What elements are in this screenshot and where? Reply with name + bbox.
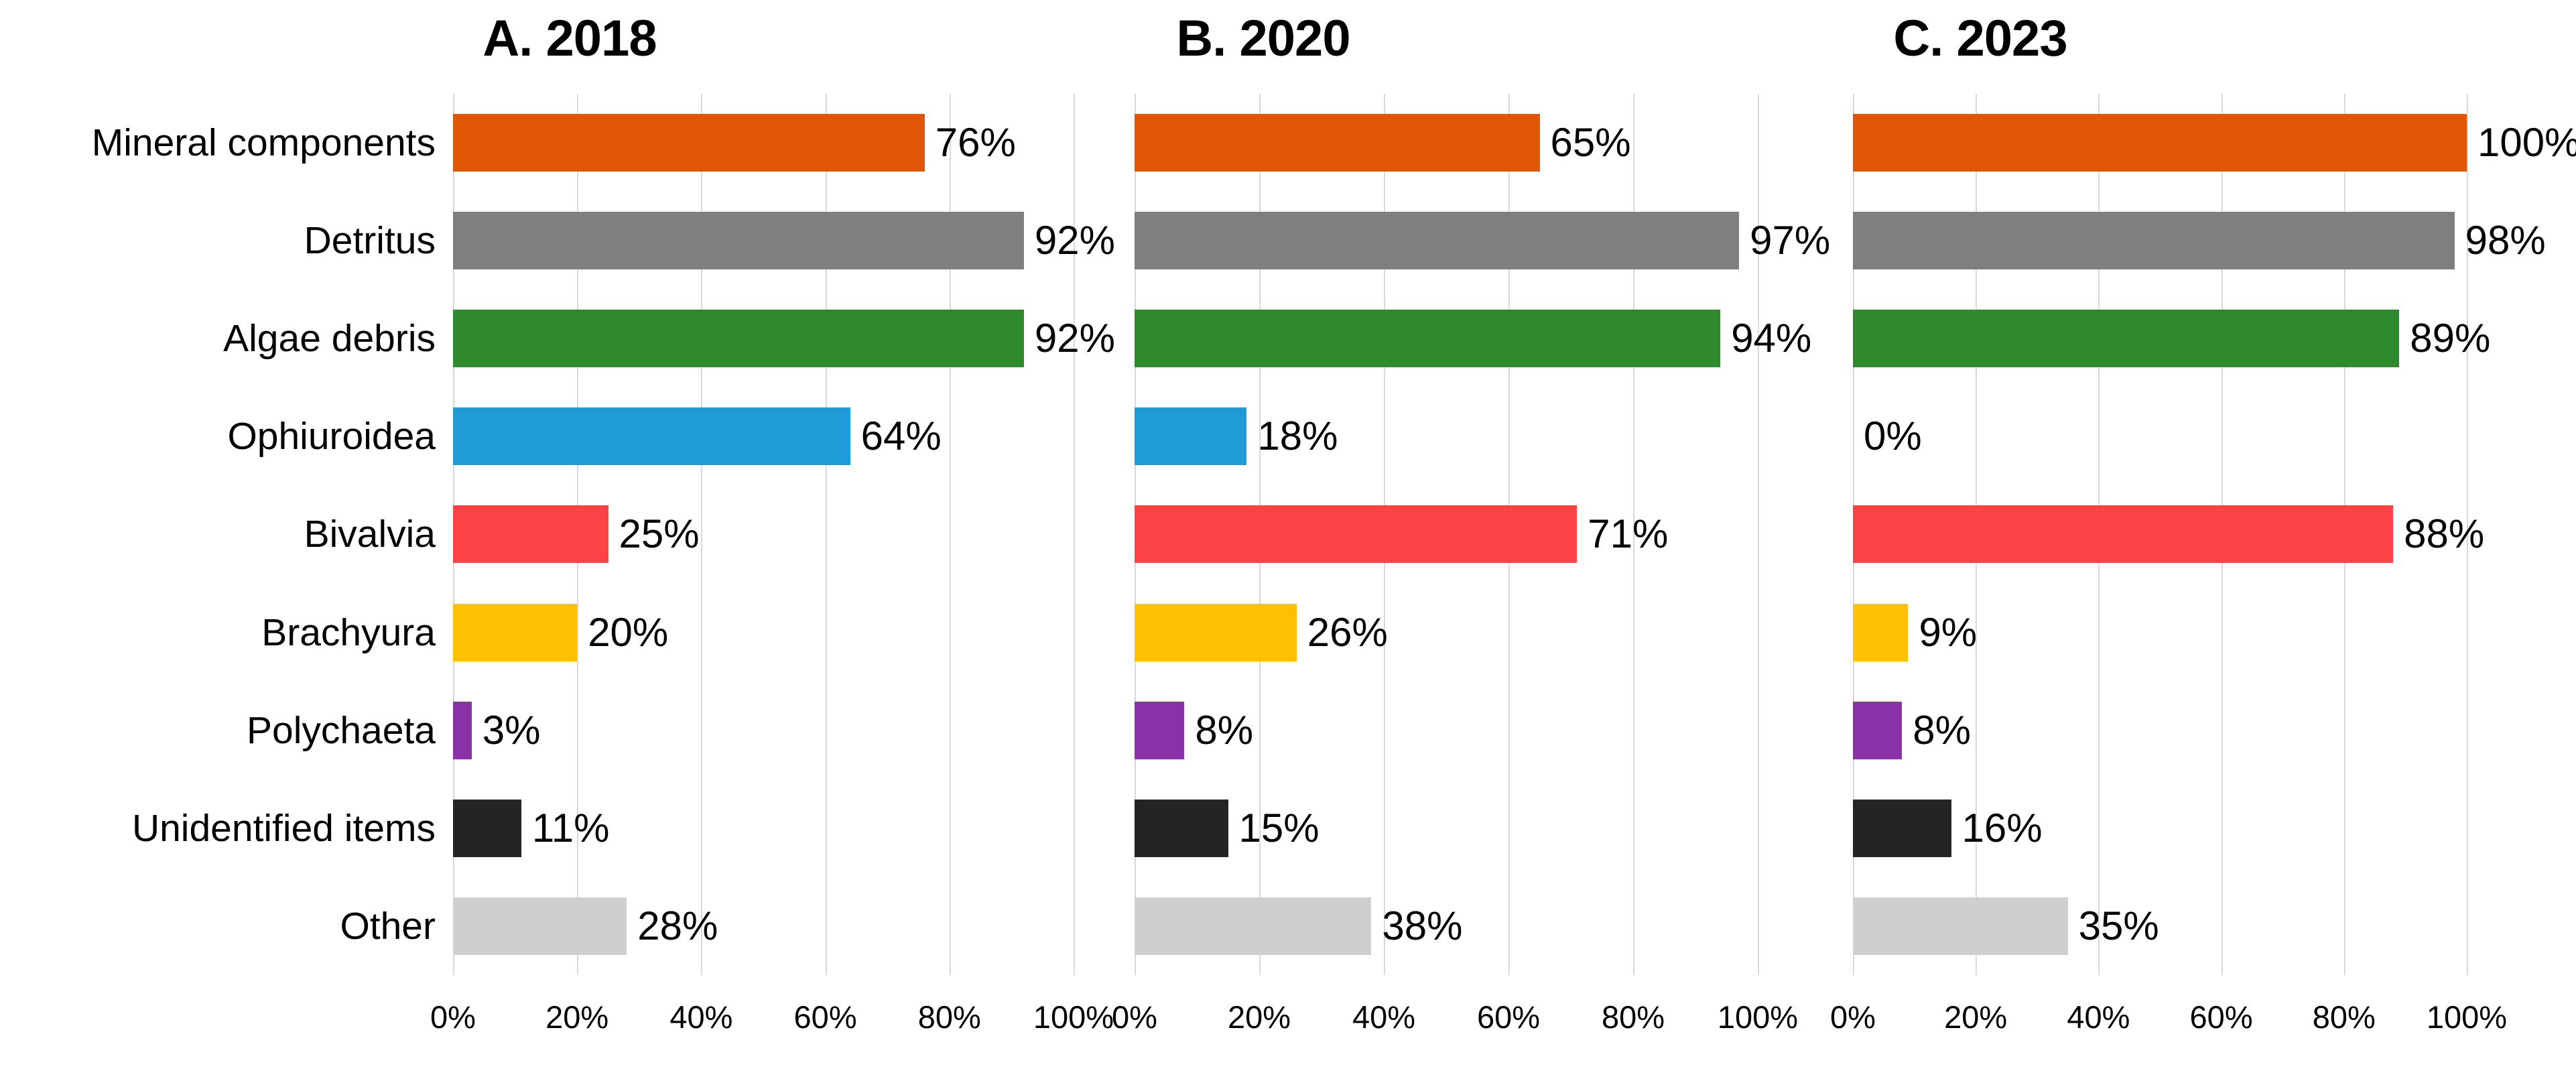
panel-c-2023: 0% 20% 40% 60% 80% 100% 100% 98% 89% 0% 88% 9% 8% 16%… <box>1830 94 2576 1035</box>
value-label: 15% <box>1238 805 1319 850</box>
value-label: 92% <box>1034 316 1115 361</box>
category-label: Mineral components <box>91 121 436 164</box>
x-axis-tick-label: 20% <box>545 999 609 1035</box>
x-axis-tick-label: 100% <box>2426 999 2508 1035</box>
bar-ophiuroidea <box>1135 407 1247 466</box>
bar-detritus <box>1135 212 1740 270</box>
category-label: Polychaeta <box>246 708 436 752</box>
value-label: 92% <box>1034 218 1115 263</box>
value-label: 28% <box>637 903 718 948</box>
bar-unidentified-items <box>1135 799 1228 857</box>
value-label: 20% <box>588 609 669 655</box>
bar-detritus <box>453 212 1024 270</box>
value-label: 65% <box>1550 120 1631 165</box>
panel-title-2018: A. 2018 <box>482 10 657 67</box>
bar-other <box>453 897 627 955</box>
category-label: Detritus <box>304 219 436 263</box>
x-axis-tick-label: 40% <box>2067 999 2130 1035</box>
gridline <box>1074 94 1075 975</box>
value-label: 71% <box>1588 511 1669 557</box>
value-label: 88% <box>2404 511 2485 557</box>
x-axis-tick-label: 60% <box>793 999 857 1035</box>
value-label: 8% <box>1913 707 1971 753</box>
x-axis-tick-label: 60% <box>2189 999 2253 1035</box>
panel-title-2023: C. 2023 <box>1893 10 2067 67</box>
gridline <box>701 94 703 975</box>
value-label: 35% <box>2078 903 2159 948</box>
value-label: 38% <box>1382 903 1463 948</box>
bar-ophiuroidea <box>453 407 850 466</box>
bar-unidentified-items <box>453 799 521 857</box>
value-label: 64% <box>860 413 942 459</box>
value-label: 0% <box>1864 413 1922 459</box>
x-axis-tick-label: 0% <box>1112 999 1157 1035</box>
x-axis-tick-label: 100% <box>1717 999 1799 1035</box>
bar-polychaeta <box>1853 701 1903 759</box>
bar-polychaeta <box>453 701 472 759</box>
category-label: Ophiuroidea <box>227 415 436 458</box>
category-label: Unidentified items <box>131 806 436 850</box>
bar-brachyura <box>453 603 578 661</box>
value-label: 76% <box>935 120 1016 165</box>
bar-bivalvia <box>1135 505 1577 564</box>
bar-other <box>1135 897 1372 955</box>
bar-algae-debris <box>1135 310 1721 368</box>
panel-a-2018: 0% 20% 40% 60% 80% 100% 76% 92% 92% 64% 25% 20% 3% 11… <box>430 94 1115 1035</box>
value-label: 97% <box>1750 218 1831 263</box>
bar-unidentified-items <box>1853 799 1951 857</box>
value-label: 100% <box>2477 120 2576 165</box>
x-axis-tick-label: 0% <box>1830 999 1876 1035</box>
x-axis-tick-label: 100% <box>1033 999 1114 1035</box>
value-label: 9% <box>1919 609 1978 655</box>
bar-bivalvia <box>453 505 608 564</box>
x-axis-tick-label: 20% <box>1227 999 1291 1035</box>
bar-mineral-components <box>453 114 925 172</box>
value-label: 26% <box>1307 609 1388 655</box>
x-axis-tick-label: 80% <box>917 999 981 1035</box>
value-label: 8% <box>1195 707 1254 753</box>
value-label: 11% <box>531 805 610 850</box>
bar-brachyura <box>1135 603 1297 661</box>
x-axis-tick-label: 60% <box>1476 999 1541 1035</box>
bar-mineral-components <box>1853 114 2467 172</box>
value-label: 94% <box>1731 316 1812 361</box>
x-axis-tick-label: 40% <box>669 999 733 1035</box>
gridline <box>1758 94 1759 975</box>
value-label: 25% <box>619 511 700 557</box>
bar-algae-debris <box>453 310 1024 368</box>
x-axis-tick-label: 80% <box>2312 999 2376 1035</box>
category-label: Other <box>340 904 436 948</box>
panel-title-2020: B. 2020 <box>1176 10 1350 67</box>
bar-other <box>1853 897 2068 955</box>
value-label: 89% <box>2410 316 2491 361</box>
bar-polychaeta <box>1135 701 1185 759</box>
x-axis-tick-label: 0% <box>430 999 476 1035</box>
bar-algae-debris <box>1853 310 2400 368</box>
bar-bivalvia <box>1853 505 2394 564</box>
bar-detritus <box>1853 212 2455 270</box>
panel-b-2020: 0% 20% 40% 60% 80% 100% 65% 97% 94% 18% 71% 26% 8% 15… <box>1112 94 1830 1035</box>
gridline <box>949 94 951 975</box>
value-label: 16% <box>1961 805 2043 850</box>
category-label: Algae debris <box>223 317 436 361</box>
bar-brachyura <box>1853 603 1909 661</box>
bar-mineral-components <box>1135 114 1540 172</box>
gridline <box>2467 94 2468 975</box>
value-label: 3% <box>482 707 541 753</box>
value-label: 18% <box>1257 413 1338 459</box>
category-label: Brachyura <box>261 611 436 654</box>
x-axis-tick-label: 20% <box>1944 999 2008 1035</box>
x-axis-tick-label: 40% <box>1352 999 1416 1035</box>
gridline <box>1633 94 1634 975</box>
x-axis-tick-label: 80% <box>1601 999 1665 1035</box>
gridline <box>825 94 827 975</box>
value-label: 98% <box>2465 218 2546 263</box>
category-label: Bivalvia <box>304 513 436 556</box>
